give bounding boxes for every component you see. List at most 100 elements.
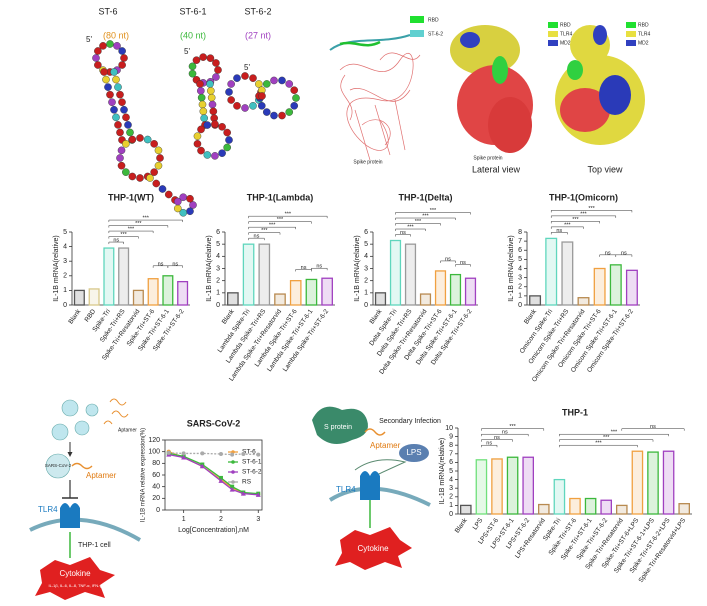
bracket [395,217,456,221]
x-axis-label: Log[Concentration],nM [178,527,249,534]
nucleotide [197,87,205,95]
y-tick-label: 5 [518,256,522,263]
nucleotide [197,125,205,134]
y-tick-label: 7 [518,238,522,245]
nucleotide [241,72,249,80]
rna-end: 5' [184,47,190,56]
rna-length: (27 nt) [245,30,271,40]
nucleotide [94,47,102,55]
bracket [481,439,513,442]
chart-title: THP-1(Delta) [398,192,452,202]
bracket [559,439,654,442]
bracket [621,428,685,431]
significance: *** [261,228,268,234]
nucleotide [118,61,126,69]
bar [577,297,590,306]
y-tick-label: 6 [449,459,453,466]
chart-title: THP-1(Lambda) [247,192,314,202]
caption: Spike protein [473,155,502,161]
y-tick-label: 3 [63,258,67,265]
nucleotide [116,90,124,99]
y-tick-label: 6 [216,229,220,236]
y-tick-label: 2 [216,278,220,285]
y-tick-label: 5 [216,241,220,248]
bracket [481,444,498,448]
nucleotide [154,146,163,155]
legend-label: MD2 [560,40,571,46]
bar [227,292,239,306]
bracket [108,230,154,234]
nucleotide [214,66,222,74]
legend-marker [231,460,235,464]
y-tick-label: 6 [364,229,368,236]
x-tick-label: RBD [84,308,98,324]
x-tick-label: 1 [182,516,186,523]
significance: *** [611,430,618,436]
nucleotide [164,190,173,199]
nucleotide [227,80,235,88]
nucleotide [192,56,201,64]
legend-label: ST-6-2 [242,469,262,476]
significance: *** [277,217,284,223]
y-tick-label: 2 [518,284,522,291]
nucleotide [173,204,182,213]
y-tick-label: 8 [518,229,522,236]
nucleotide [233,74,241,82]
y-tick-label: 0 [518,302,522,309]
y-tick-label: 0 [364,302,368,309]
rna-labels: ST-6 (80 nt) 5' ST-6-1 (40 nt) 5' ST-6-2… [86,6,272,72]
label: Aptamer [370,441,401,450]
significance: *** [595,441,602,447]
nucleotide [203,121,212,129]
marker [200,451,205,456]
nucleotide [223,128,231,137]
bar [593,267,606,306]
nucleotide [158,185,167,193]
bracket [108,236,139,239]
nucleotide [146,174,154,182]
nucleotide [188,62,197,71]
y-tick-label: 1 [216,290,220,297]
nucleotide [126,128,134,137]
legend-label: RS [242,479,252,486]
rna-end: 5' [86,35,92,44]
nucleotide [218,123,226,131]
legend-label: RBD [428,17,439,23]
nucleotide [196,80,204,88]
nucleotide [110,68,118,76]
bracket [311,267,328,271]
nucleotide [207,87,215,95]
nucleotide [124,121,132,129]
marker [256,452,261,457]
bracket [615,254,633,257]
bar [460,504,472,515]
nucleotide [211,120,219,128]
marker [230,484,235,489]
bar [475,459,488,515]
y-tick-label: 9 [449,433,453,440]
legend-label: RBD [560,22,571,28]
y-tick-label: 1 [63,287,67,294]
y-tick-label: 0 [216,302,220,309]
bracket [559,433,669,437]
nucleotide [92,54,100,62]
label: SARS-CoV-2 [45,463,72,468]
bar [289,280,302,306]
bar [538,503,550,515]
nucleotide [262,80,271,88]
bracket [550,210,633,213]
y-tick-label: 120 [148,437,160,444]
x-tick-label: 2 [219,516,223,523]
bracket [395,234,411,237]
bar [584,497,597,515]
significance: *** [407,224,414,230]
significance: *** [143,216,150,222]
nucleotide [117,146,126,155]
significance: ns [113,238,119,244]
significance: *** [415,219,422,225]
nucleotide [212,73,220,81]
nucleotide [94,61,102,69]
marker [229,487,235,492]
nucleotide [122,113,130,122]
y-tick-label: 8 [449,442,453,449]
